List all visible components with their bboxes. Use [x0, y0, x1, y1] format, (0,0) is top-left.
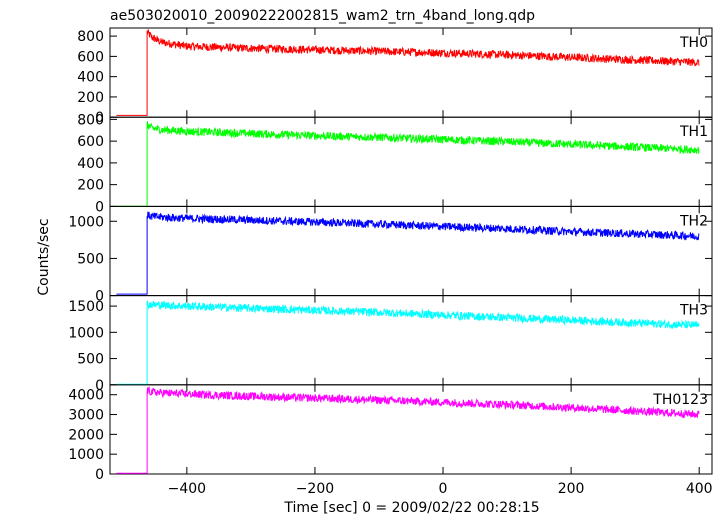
- x-tick-label: 0: [439, 481, 448, 497]
- x-tick-label: 200: [558, 481, 585, 497]
- y-tick-label: 0: [95, 110, 104, 126]
- panel-th3: 0 500 1000 1500 TH3: [68, 295, 713, 394]
- x-axis-ticks: −400 −200 0 200 400: [168, 481, 713, 497]
- series-line-th3: [116, 300, 700, 385]
- y-tick-label: 800: [77, 29, 104, 45]
- y-tick-label: 0: [95, 378, 104, 394]
- y-tick-label: 500: [77, 352, 104, 368]
- panel-th0123: 0 1000 2000 3000 4000 TH0123: [68, 384, 713, 483]
- x-tick-label: 400: [686, 481, 713, 497]
- y-tick-label: 400: [77, 156, 104, 172]
- y-tick-label: 400: [77, 70, 104, 86]
- panel-th2: 0 500 1000 TH2: [68, 205, 713, 305]
- series-line-th0: [116, 29, 700, 116]
- panel-label: TH0123: [652, 392, 708, 408]
- y-tick-label: 0: [95, 199, 104, 215]
- y-tick-label: 1000: [68, 214, 104, 230]
- x-tick-label: −200: [296, 481, 334, 497]
- series-line-th0123: [116, 386, 700, 474]
- y-tick-label: 600: [77, 49, 104, 65]
- y-tick-label: 3000: [68, 408, 104, 424]
- y-tick-label: 1500: [68, 299, 104, 315]
- series-line-th2: [116, 211, 700, 295]
- panel-frame: [109, 384, 713, 475]
- x-axis-label: Time [sec] 0 = 2009/02/22 00:28:15: [283, 500, 539, 516]
- y-tick-label: 1000: [68, 325, 104, 341]
- chart-title: ae503020010_20090222002815_wam2_trn_4ban…: [110, 8, 535, 24]
- panel-label: TH0: [679, 35, 708, 51]
- y-tick-label: 800: [77, 112, 104, 128]
- y-tick-label: 200: [77, 178, 104, 194]
- y-tick-label: 200: [77, 90, 104, 106]
- panel-frame: [109, 27, 713, 118]
- y-tick-label: 1000: [68, 447, 104, 463]
- x-tick-label: −400: [168, 481, 206, 497]
- y-axis-label: Counts/sec: [36, 218, 52, 295]
- y-tick-label: 0: [95, 289, 104, 305]
- panel-label: TH1: [679, 124, 708, 140]
- panel-label: TH3: [679, 303, 708, 319]
- panel-th1: 0 200 400 600 800 TH1: [77, 112, 713, 215]
- y-tick-label: 600: [77, 134, 104, 150]
- panel-th0: 0 200 400 600 800 TH0: [77, 27, 713, 126]
- series-line-th1: [116, 121, 700, 207]
- chart-panels: 0 200 400 600 800 TH0 0 200 400 600 800 TH1 0 500 1000…: [68, 27, 713, 483]
- y-tick-label: 4000: [68, 388, 104, 404]
- panel-frame: [109, 205, 713, 297]
- y-tick-label: 0: [95, 467, 104, 483]
- panel-label: TH2: [679, 213, 708, 229]
- y-tick-label: 2000: [68, 427, 104, 443]
- y-tick-label: 500: [77, 251, 104, 267]
